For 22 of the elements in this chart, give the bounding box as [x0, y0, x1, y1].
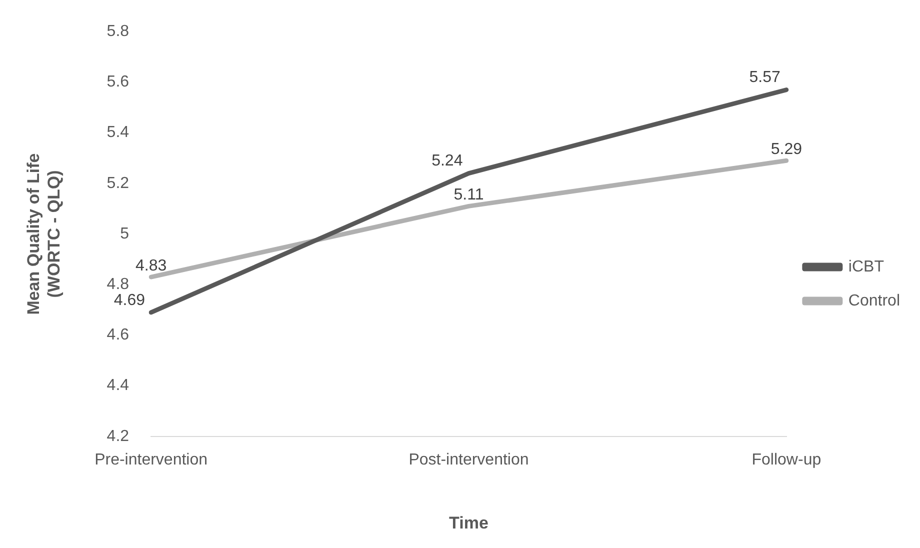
data-label: 5.11: [454, 186, 484, 204]
x-axis-title: Time: [449, 513, 488, 532]
y-tick-label: 4.2: [106, 428, 130, 445]
data-label: 4.69: [114, 292, 146, 309]
data-label: 4.83: [135, 257, 167, 274]
data-label: 5.29: [770, 141, 802, 158]
data-label: 5.24: [432, 152, 463, 170]
x-tick-label: Post-intervention: [408, 451, 529, 468]
y-tick-label: 5.2: [106, 174, 130, 192]
y-tick-label: 5: [120, 225, 130, 242]
y-tick-label: 4.8: [106, 276, 130, 294]
y-axis-title: Mean Quality of Life (WORTC - QLQ): [24, 153, 64, 315]
x-tick-label: Follow-up: [752, 451, 822, 468]
legend-label: Control: [848, 292, 900, 310]
y-tick-label: 5.6: [106, 74, 130, 91]
y-tick-label: 4.6: [106, 326, 130, 344]
x-tick-label: Pre-intervention: [94, 451, 208, 468]
y-tick-label: 5.8: [106, 23, 130, 40]
legend-label: iCBT: [848, 258, 884, 276]
data-label: 5.57: [749, 69, 781, 86]
y-tick-label: 5.4: [106, 124, 130, 142]
y-tick-label: 4.4: [106, 377, 130, 394]
